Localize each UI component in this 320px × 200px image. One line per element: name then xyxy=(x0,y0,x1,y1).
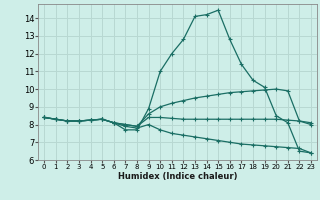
X-axis label: Humidex (Indice chaleur): Humidex (Indice chaleur) xyxy=(118,172,237,181)
